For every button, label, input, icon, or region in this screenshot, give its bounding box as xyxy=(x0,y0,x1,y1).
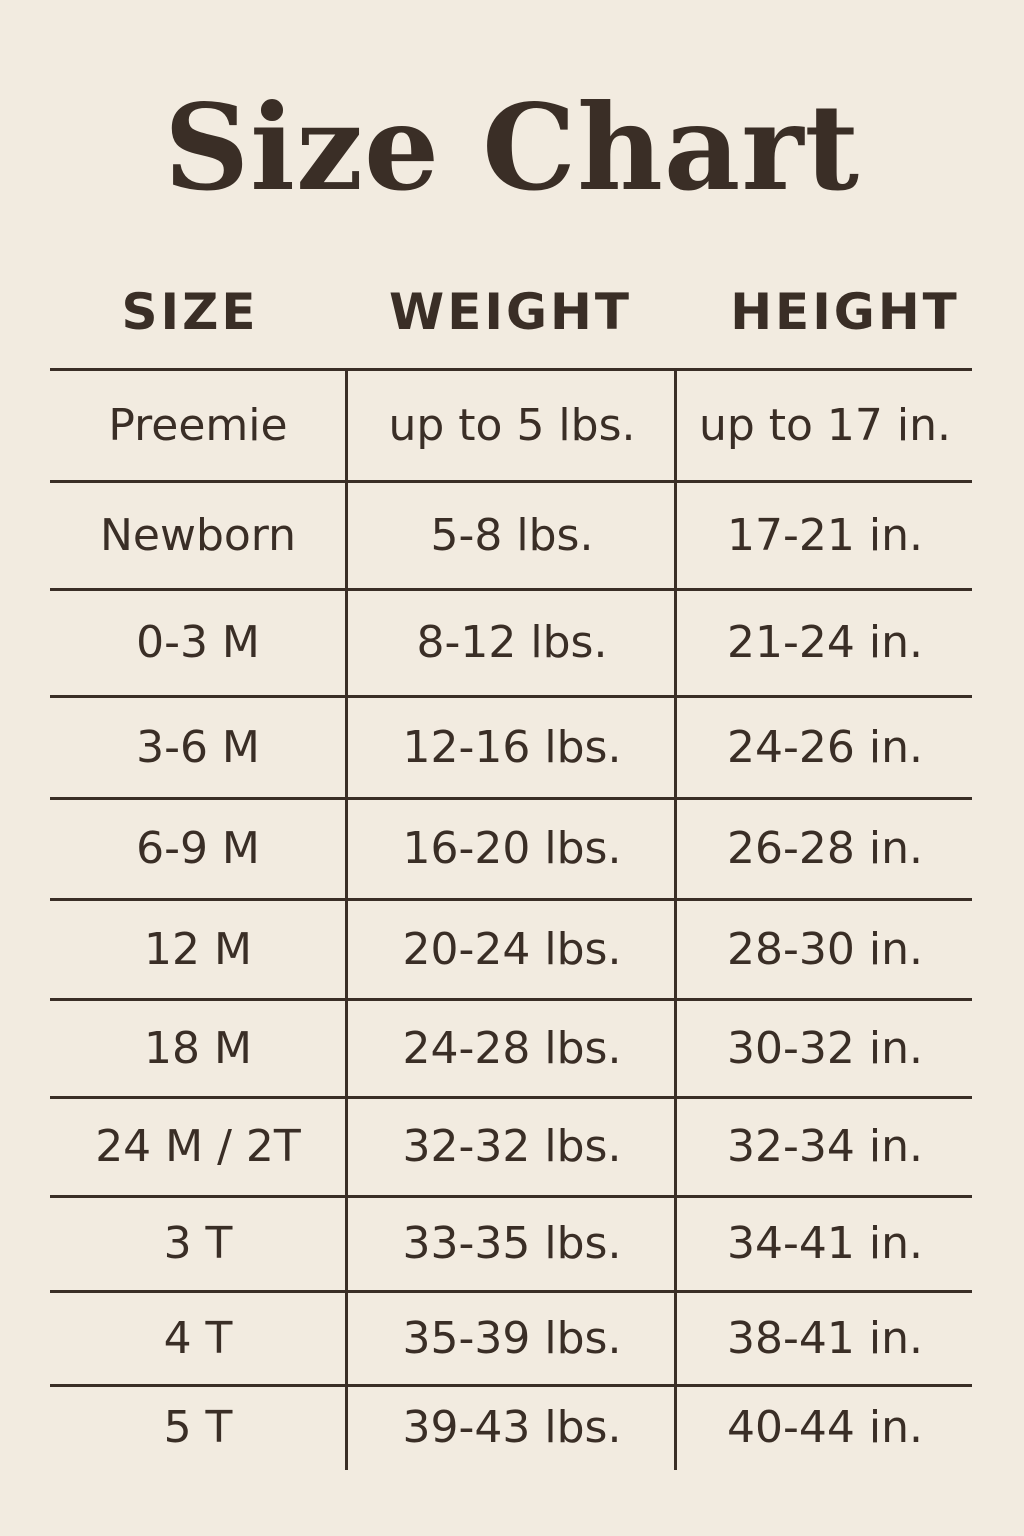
cell-weight: 35-39 lbs. xyxy=(402,1312,622,1364)
row-divider xyxy=(50,898,972,901)
cell-weight: 33-35 lbs. xyxy=(402,1218,622,1269)
cell-height: 38-41 in. xyxy=(727,1312,923,1364)
cell-weight: 5-8 lbs. xyxy=(430,509,594,561)
cell-size: 4 T xyxy=(163,1312,233,1364)
cell-height: 40-44 in. xyxy=(727,1402,923,1453)
cell-height: up to 17 in. xyxy=(698,399,952,451)
row-divider xyxy=(50,1290,972,1293)
column-divider xyxy=(345,369,348,1470)
cell-weight: 12-16 lbs. xyxy=(402,721,622,773)
row-divider xyxy=(50,797,972,800)
cell-weight: 24-28 lbs. xyxy=(402,1022,622,1074)
cell-size: 3-6 M xyxy=(136,721,260,773)
header-weight: WEIGHT xyxy=(389,283,632,341)
row-divider xyxy=(50,368,972,371)
row-divider xyxy=(50,1195,972,1198)
header-height: HEIGHT xyxy=(730,283,960,341)
cell-size: Newborn xyxy=(99,509,297,561)
cell-height: 34-41 in. xyxy=(727,1218,923,1269)
row-divider xyxy=(50,588,972,591)
page-title: Size Chart xyxy=(163,78,861,217)
cell-size: 18 M xyxy=(144,1022,252,1074)
cell-height: 21-24 in. xyxy=(727,617,923,668)
cell-weight: 20-24 lbs. xyxy=(402,923,622,975)
row-divider xyxy=(50,998,972,1001)
header-size: SIZE xyxy=(121,283,259,341)
column-divider xyxy=(674,369,677,1470)
cell-weight: 16-20 lbs. xyxy=(402,823,622,874)
cell-size: 3 T xyxy=(163,1218,233,1269)
row-divider xyxy=(50,695,972,698)
row-divider xyxy=(50,1096,972,1099)
cell-size: 5 T xyxy=(163,1402,233,1453)
cell-weight: up to 5 lbs. xyxy=(388,399,636,451)
row-divider xyxy=(50,480,972,483)
cell-weight: 8-12 lbs. xyxy=(416,617,608,668)
cell-weight: 32-32 lbs. xyxy=(402,1121,622,1172)
cell-size: 12 M xyxy=(144,923,252,975)
cell-weight: 39-43 lbs. xyxy=(402,1402,622,1453)
cell-height: 32-34 in. xyxy=(727,1121,923,1172)
cell-height: 24-26 in. xyxy=(727,721,923,773)
cell-size: 0-3 M xyxy=(136,617,260,668)
cell-height: 30-32 in. xyxy=(727,1022,923,1074)
cell-size: Preemie xyxy=(108,399,288,451)
row-divider xyxy=(50,1384,972,1387)
cell-height: 17-21 in. xyxy=(727,509,923,561)
cell-height: 26-28 in. xyxy=(727,823,923,874)
cell-size: 24 M / 2T xyxy=(95,1121,301,1172)
cell-size: 6-9 M xyxy=(136,823,260,874)
cell-height: 28-30 in. xyxy=(727,923,923,975)
